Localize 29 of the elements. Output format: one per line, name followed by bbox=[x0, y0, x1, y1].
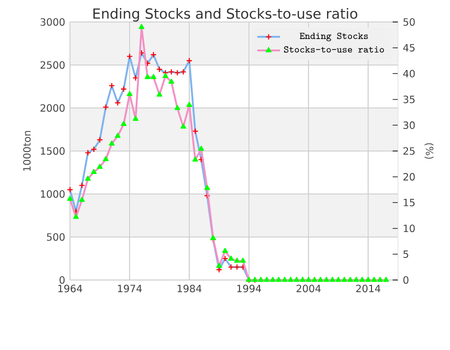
y-axis-title: 1000ton bbox=[23, 130, 31, 171]
x-tick-label: 1994 bbox=[237, 284, 262, 292]
y2-axis-title: (%) bbox=[424, 143, 434, 159]
x-tick-label: 1984 bbox=[178, 284, 202, 292]
y-tick-label: 500 bbox=[46, 233, 65, 241]
y-tick-label: 0 bbox=[60, 276, 65, 284]
y2-tick-label: 40 bbox=[403, 70, 415, 78]
chart-title: Ending Stocks and Stocks-to-use ratio bbox=[93, 8, 358, 22]
legend-label: Ending Stocks bbox=[300, 32, 368, 42]
y-tick-label: 3000 bbox=[40, 18, 65, 26]
x-tick-label: 2004 bbox=[296, 284, 321, 292]
y2-tick-label: 25 bbox=[403, 147, 415, 155]
y-tick-label: 2000 bbox=[40, 104, 65, 112]
y2-tick-label: 50 bbox=[403, 18, 415, 26]
y-tick-label: 1500 bbox=[40, 147, 65, 155]
y2-tick-label: 0 bbox=[403, 276, 408, 284]
y2-tick-label: 35 bbox=[403, 96, 415, 104]
y-tick-label: 1000 bbox=[40, 190, 65, 198]
y2-tick-label: 5 bbox=[403, 250, 408, 258]
y2-tick-label: 15 bbox=[404, 198, 415, 206]
y2-tick-label: 45 bbox=[403, 44, 415, 52]
x-tick-label: 1964 bbox=[58, 284, 82, 292]
x-tick-label: 1974 bbox=[118, 284, 142, 292]
x-tick-label: 2014 bbox=[356, 284, 380, 292]
y2-tick-label: 30 bbox=[403, 121, 415, 129]
y-tick-label: 2500 bbox=[40, 61, 65, 69]
y2-tick-label: 10 bbox=[404, 224, 415, 232]
y2-tick-label: 20 bbox=[403, 173, 415, 181]
legend-label: Stocks-to-use ratio bbox=[284, 46, 384, 53]
